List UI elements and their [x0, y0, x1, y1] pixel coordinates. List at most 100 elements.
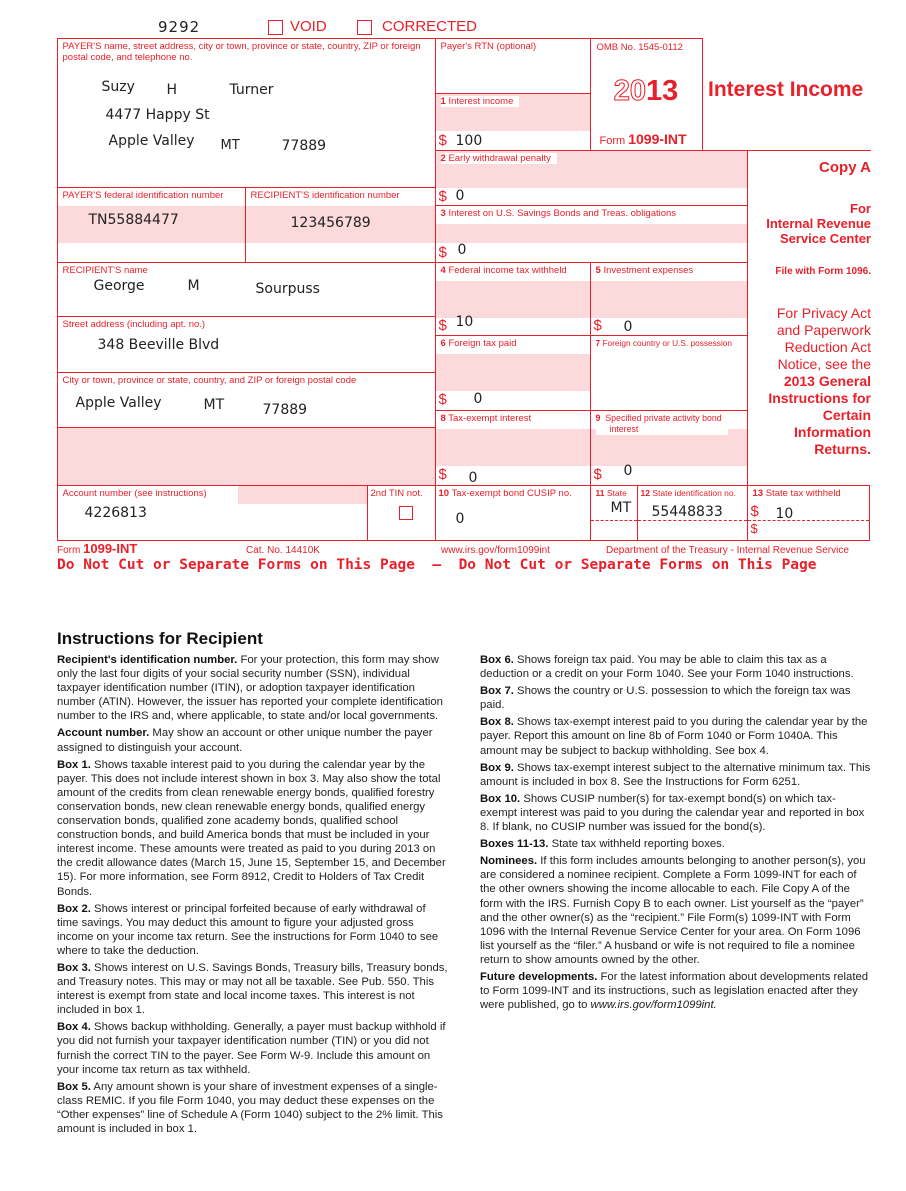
- corrected-checkbox[interactable]: [357, 20, 372, 35]
- box10-cusip[interactable]: 10 Tax-exempt bond CUSIP no. 0: [434, 484, 591, 541]
- box5-value: 0: [623, 318, 633, 335]
- box2-early-withdrawal[interactable]: 2 Early withdrawal penalty $ 0: [434, 149, 748, 206]
- currency-sign: $: [750, 502, 759, 520]
- instruction-paragraph: Box 8. Shows tax-exempt interest paid to…: [480, 716, 868, 757]
- catalog-number: Cat. No. 14410K: [246, 545, 320, 556]
- payer-rtn-box[interactable]: Payer's RTN (optional): [434, 37, 591, 94]
- box4-federal-tax-withheld[interactable]: 4 Federal income tax withheld $ 10: [434, 261, 591, 336]
- instruction-paragraph: Account number. May show an account or o…: [57, 727, 433, 754]
- do-not-cut-notice: Do Not Cut or Separate Forms on This Pag…: [57, 557, 817, 573]
- box8-tax-exempt-interest[interactable]: 8 Tax-exempt interest $ 0: [434, 409, 591, 486]
- corrected-label: CORRECTED: [382, 18, 478, 35]
- currency-sign: $: [750, 520, 758, 536]
- instruction-paragraph: Boxes 11-13. State tax withheld reportin…: [480, 838, 725, 851]
- recipient-last-name: Sourpuss: [255, 280, 320, 297]
- recipient-name-label: RECIPIENT'S name: [62, 264, 154, 276]
- account-label: Account number (see instructions): [62, 487, 213, 499]
- currency-sign: $: [593, 465, 602, 483]
- box13-state-tax-withheld[interactable]: 13 State tax withheld $ 10 $: [746, 484, 870, 541]
- instruction-paragraph: Box 3. Shows interest on U.S. Savings Bo…: [57, 961, 448, 1017]
- payer-label: PAYER'S name, street address, city or to…: [62, 40, 434, 63]
- instruction-paragraph: Nominees. If this form includes amounts …: [480, 855, 866, 966]
- box11-value: MT: [610, 499, 632, 516]
- omb-form-name: Form 1099-INT: [599, 130, 687, 147]
- irs-url: www.irs.gov/form1099int: [441, 545, 550, 556]
- instructions-left-column: Recipient's identification number. For y…: [57, 653, 449, 1139]
- form-title: Interest Income: [708, 78, 864, 101]
- box7-foreign-country[interactable]: 7 Foreign country or U.S. possession: [589, 334, 748, 411]
- copy-irs1: Internal Revenue: [766, 216, 871, 231]
- rtn-label: Payer's RTN (optional): [440, 40, 543, 52]
- box6-value: 0: [473, 390, 483, 407]
- box12-state-id[interactable]: 12 State identification no. 55448833: [636, 484, 748, 541]
- second-tin-checkbox[interactable]: [398, 505, 413, 520]
- copy-irs2: Service Center: [779, 231, 871, 246]
- instruction-paragraph: Box 9. Shows tax-exempt interest subject…: [480, 761, 871, 788]
- box2-value: 0: [455, 187, 465, 204]
- instructions-title: Instructions for Recipient: [57, 629, 263, 648]
- payer-first-name: Suzy: [101, 78, 135, 95]
- box3-savings-bonds-interest[interactable]: 3 Interest on U.S. Savings Bonds and Tre…: [434, 204, 748, 263]
- void-label: VOID: [290, 18, 327, 35]
- payer-federal-id-label: PAYER'S federal identification number: [62, 189, 230, 201]
- instruction-paragraph: Recipient's identification number. For y…: [57, 654, 443, 723]
- account-number-box[interactable]: Account number (see instructions) 422681…: [56, 484, 368, 541]
- payer-city: Apple Valley: [108, 132, 195, 149]
- box5-investment-expenses[interactable]: 5 Investment expenses $ 0: [589, 261, 748, 336]
- street-label: Street address (including apt. no.): [62, 318, 212, 330]
- payer-box[interactable]: PAYER'S name, street address, city or to…: [56, 37, 436, 188]
- currency-sign: $: [438, 131, 447, 149]
- box3-value: 0: [457, 241, 467, 258]
- recipient-city-box[interactable]: City or town, province or state, country…: [56, 371, 436, 428]
- second-tin-notice-box: 2nd TIN not.: [366, 484, 436, 541]
- recipient-city: Apple Valley: [75, 394, 162, 411]
- recipient-middle-initial: M: [187, 277, 200, 294]
- instruction-paragraph: Box 6. Shows foreign tax paid. You may b…: [480, 654, 854, 681]
- recipient-id-value: 123456789: [290, 214, 371, 231]
- instruction-paragraph: Box 5. Any amount shown is your share of…: [57, 1080, 443, 1135]
- instructions-right-column: Box 6. Shows foreign tax paid. You may b…: [480, 653, 872, 1015]
- recipient-zip: 77889: [262, 401, 308, 418]
- box11-state[interactable]: 11 State MT: [589, 484, 638, 541]
- box4-value: 10: [455, 313, 474, 330]
- payer-zip: 77889: [281, 137, 327, 154]
- second-tin-label: 2nd TIN not.: [370, 487, 423, 499]
- instruction-paragraph: Box 2. Shows interest or principal forfe…: [57, 902, 439, 957]
- void-checkbox[interactable]: [268, 20, 283, 35]
- payer-federal-id-value: TN55884477: [88, 211, 179, 228]
- currency-sign: $: [438, 243, 447, 261]
- instruction-paragraph: Box 10. Shows CUSIP number(s) for tax-ex…: [480, 792, 865, 834]
- currency-sign: $: [438, 390, 447, 408]
- department-label: Department of the Treasury - Internal Re…: [606, 545, 849, 556]
- omb-number: OMB No. 1545-0112: [596, 41, 683, 53]
- currency-sign: $: [593, 316, 602, 334]
- box8-value: 0: [468, 469, 478, 486]
- recipient-state: MT: [203, 396, 225, 413]
- payer-federal-id-box[interactable]: PAYER'S federal identification number TN…: [56, 186, 246, 263]
- recipient-name-box[interactable]: RECIPIENT'S name George M Sourpuss: [56, 261, 436, 317]
- payer-middle-initial: H: [166, 81, 178, 98]
- box9-private-activity-bond-interest[interactable]: 9 Specified private activity bond interes…: [589, 409, 748, 486]
- box12-value: 55448833: [651, 503, 723, 520]
- currency-sign: $: [438, 465, 447, 483]
- omb-box: OMB No. 1545-0112 2013 Form 1099-INT: [589, 37, 703, 151]
- payer-street: 4477 Happy St: [105, 106, 210, 123]
- recipient-id-box[interactable]: RECIPIENT'S identification number 123456…: [244, 186, 436, 263]
- box1-interest-income[interactable]: 1 Interest income $ 100: [434, 92, 591, 151]
- instruction-paragraph: Box 4. Shows backup withholding. General…: [57, 1021, 446, 1076]
- payer-state: MT: [220, 137, 240, 153]
- currency-sign: $: [438, 316, 447, 334]
- privacy-notice: For Privacy Act and Paperwork Reduction Ac…: [768, 305, 871, 457]
- copy-label: Copy A: [819, 159, 871, 176]
- copy-for: For: [850, 201, 871, 216]
- file-with-1096: File with Form 1096.: [775, 266, 871, 277]
- box1-label: Interest income: [448, 95, 514, 107]
- box6-foreign-tax-paid[interactable]: 6 Foreign tax paid $ 0: [434, 334, 591, 411]
- box13-value: 10: [775, 505, 794, 522]
- instruction-paragraph: Box 7. Shows the country or U.S. possess…: [480, 685, 851, 712]
- box1-value: 100: [455, 132, 483, 149]
- tax-year: 2013: [613, 74, 679, 107]
- city-label: City or town, province or state, country…: [62, 374, 363, 386]
- box9-value: 0: [623, 462, 633, 479]
- recipient-street-box[interactable]: Street address (including apt. no.) 348 …: [56, 315, 436, 373]
